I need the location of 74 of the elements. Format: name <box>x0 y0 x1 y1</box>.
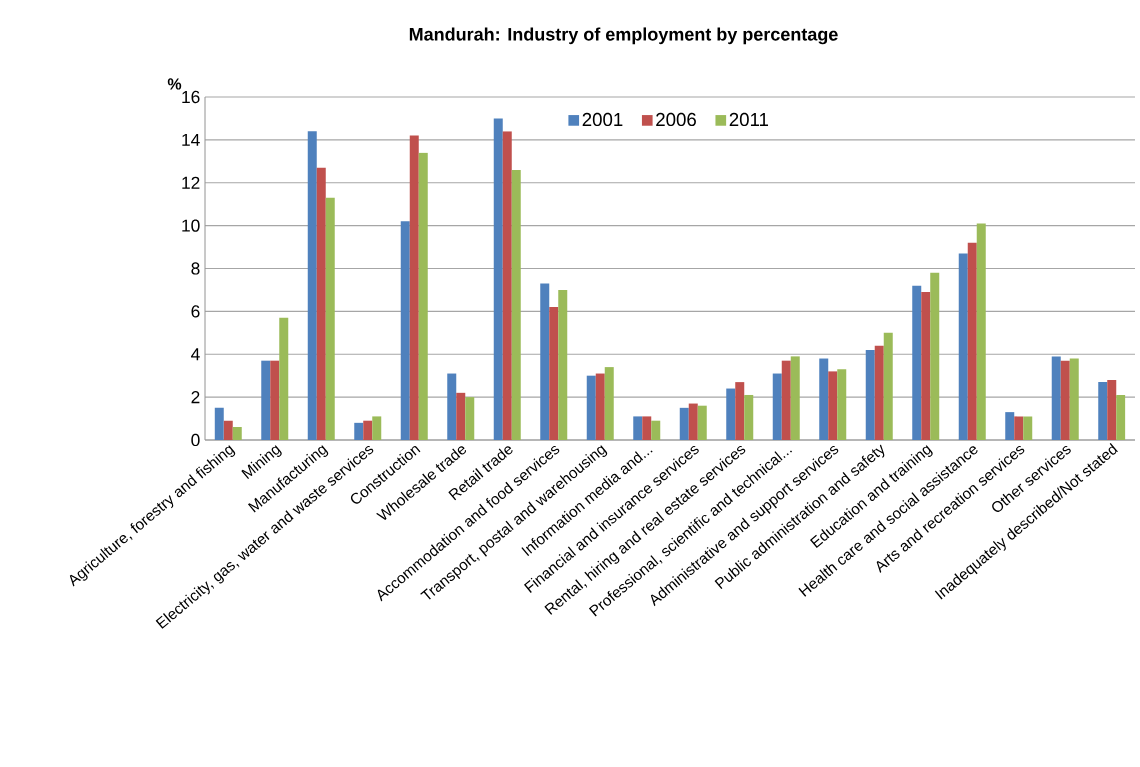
y-tick-label: 2 <box>191 391 200 404</box>
bar <box>604 367 614 440</box>
bar <box>651 420 661 440</box>
bar <box>930 272 940 440</box>
bar <box>744 394 754 440</box>
bar <box>679 407 689 440</box>
bar <box>232 427 242 440</box>
bar <box>688 403 698 440</box>
y-tick-label: 0 <box>191 433 200 447</box>
bar <box>418 152 428 440</box>
bar <box>828 371 838 440</box>
bar <box>409 135 419 440</box>
bar <box>1051 356 1061 440</box>
bar <box>976 223 986 440</box>
bar <box>223 420 233 440</box>
bar <box>790 356 800 440</box>
bar <box>465 397 475 440</box>
bar <box>214 407 224 440</box>
bar <box>493 118 503 440</box>
y-tick-label: 8 <box>191 262 200 275</box>
legend-label: 2006 <box>656 112 696 127</box>
bar <box>325 197 335 440</box>
bar <box>400 221 410 440</box>
chart-title: Mandurah: Industry of employment by percentage <box>409 27 838 45</box>
bar <box>279 317 289 440</box>
bar <box>586 375 596 440</box>
bar <box>735 382 745 440</box>
bar <box>1107 379 1117 440</box>
bar <box>772 373 782 440</box>
bar <box>372 416 382 440</box>
y-axis-title: % <box>167 78 182 90</box>
bar <box>819 358 829 440</box>
bar <box>958 253 968 440</box>
bar <box>865 349 875 440</box>
legend-label: 2001 <box>582 112 623 127</box>
bar <box>697 405 707 440</box>
bar <box>549 307 559 440</box>
bar <box>502 131 512 440</box>
bar <box>967 242 977 440</box>
bar <box>558 289 568 440</box>
bar <box>456 392 466 440</box>
y-tick-label: 10 <box>182 219 200 232</box>
bar <box>1014 416 1024 440</box>
bar <box>511 169 521 440</box>
y-tick-label: 6 <box>191 305 200 318</box>
bar <box>1023 416 1033 440</box>
bar <box>1060 360 1070 440</box>
bar <box>781 360 791 440</box>
bar <box>921 292 931 440</box>
bar <box>261 360 271 440</box>
bar <box>1005 412 1015 440</box>
bar <box>912 285 922 440</box>
bar <box>1116 394 1126 440</box>
bar <box>595 373 605 440</box>
bar <box>540 283 550 440</box>
bar <box>633 416 643 440</box>
bar <box>837 369 847 440</box>
y-tick-label: 16 <box>182 90 200 104</box>
bar <box>316 167 326 440</box>
bar <box>874 345 884 440</box>
bar <box>307 131 317 440</box>
bar <box>270 360 280 440</box>
bar <box>642 416 652 440</box>
y-tick-label: 4 <box>191 348 200 361</box>
legend-label: 2011 <box>729 112 769 127</box>
bar <box>354 422 364 440</box>
bar <box>1098 382 1108 440</box>
bar <box>883 332 893 440</box>
bar <box>447 373 457 440</box>
bar <box>1069 358 1079 440</box>
y-tick-label: 14 <box>182 133 200 146</box>
bar <box>726 388 736 440</box>
bar <box>363 420 373 440</box>
y-tick-label: 12 <box>182 176 200 189</box>
